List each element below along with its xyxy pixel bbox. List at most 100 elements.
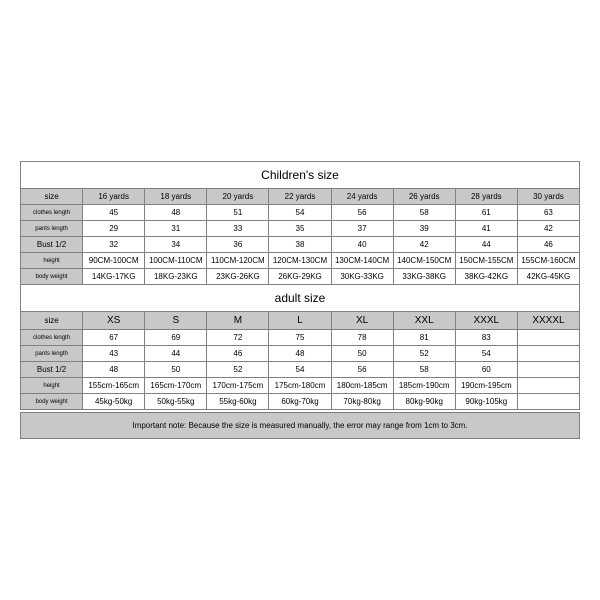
row-label: body weight [21,394,83,410]
row-label: height [21,253,83,269]
row-label: height [21,378,83,394]
table-row: height 90CM-100CM 100CM-110CM 110CM-120C… [21,253,580,269]
table-row: pants length 29 31 33 35 37 39 41 42 [21,221,580,237]
cell: 50 [145,362,207,378]
cell: 31 [145,221,207,237]
cell: 48 [83,362,145,378]
cell: 80kg-90kg [393,394,455,410]
cell: 155CM-160CM [517,253,579,269]
cell: 48 [269,346,331,362]
note-table: Important note: Because the size is meas… [20,412,580,439]
cell: 46 [207,346,269,362]
cell: 33 [207,221,269,237]
cell: 50 [331,346,393,362]
cell: 110CM-120CM [207,253,269,269]
cell: 23KG-26KG [207,269,269,285]
table-row: body weight 45kg-50kg 50kg-55kg 55kg-60k… [21,394,580,410]
cell: 45kg-50kg [83,394,145,410]
table-row: body weight 14KG-17KG 18KG-23KG 23KG-26K… [21,269,580,285]
col-size: size [21,189,83,205]
cell: 14KG-17KG [83,269,145,285]
col-20: 20 yards [207,189,269,205]
cell: 37 [331,221,393,237]
row-label: clothes length [21,205,83,221]
cell: 32 [83,237,145,253]
cell: 44 [145,346,207,362]
cell: 45 [83,205,145,221]
cell: 60kg-70kg [269,394,331,410]
cell: 51 [207,205,269,221]
cell: 33KG-38KG [393,269,455,285]
cell: 44 [455,237,517,253]
cell: 54 [269,205,331,221]
cell [517,346,579,362]
table-row: Bust 1/2 48 50 52 54 56 58 60 [21,362,580,378]
cell: 70kg-80kg [331,394,393,410]
cell: 81 [393,330,455,346]
cell: 90kg-105kg [455,394,517,410]
cell: 61 [455,205,517,221]
col-s: S [145,312,207,330]
cell: 40 [331,237,393,253]
cell: 63 [517,205,579,221]
col-18: 18 yards [145,189,207,205]
cell: 42 [393,237,455,253]
cell: 58 [393,205,455,221]
cell: 38KG-42KG [455,269,517,285]
cell: 100CM-110CM [145,253,207,269]
cell [517,378,579,394]
row-label: Bust 1/2 [21,237,83,253]
cell: 30KG-33KG [331,269,393,285]
col-xxxl: XXXL [455,312,517,330]
cell: 170cm-175cm [207,378,269,394]
col-m: M [207,312,269,330]
cell: 48 [145,205,207,221]
cell: 69 [145,330,207,346]
col-24: 24 yards [331,189,393,205]
cell: 130CM-140CM [331,253,393,269]
note-row: Important note: Because the size is meas… [21,413,580,439]
important-note: Important note: Because the size is meas… [21,413,580,439]
table-row: clothes length 67 69 72 75 78 81 83 [21,330,580,346]
col-l: L [269,312,331,330]
cell: 54 [269,362,331,378]
col-xs: XS [83,312,145,330]
cell: 165cm-170cm [145,378,207,394]
col-30: 30 yards [517,189,579,205]
table-row: pants length 43 44 46 48 50 52 54 [21,346,580,362]
table-row: height 155cm-165cm 165cm-170cm 170cm-175… [21,378,580,394]
col-xxl: XXL [393,312,455,330]
cell: 75 [269,330,331,346]
row-label: pants length [21,221,83,237]
adult-title-row: adult size [21,285,580,312]
cell: 52 [393,346,455,362]
row-label: clothes length [21,330,83,346]
cell: 140CM-150CM [393,253,455,269]
adult-title: adult size [21,285,580,312]
children-size-table: Children's size size 16 yards 18 yards 2… [20,161,580,410]
cell: 55kg-60kg [207,394,269,410]
cell: 42KG-45KG [517,269,579,285]
cell [517,394,579,410]
cell: 78 [331,330,393,346]
table-row: clothes length 45 48 51 54 56 58 61 63 [21,205,580,221]
cell: 26KG-29KG [269,269,331,285]
cell: 34 [145,237,207,253]
cell: 58 [393,362,455,378]
cell: 36 [207,237,269,253]
cell: 50kg-55kg [145,394,207,410]
cell: 155cm-165cm [83,378,145,394]
cell: 72 [207,330,269,346]
cell: 35 [269,221,331,237]
col-xxxxl: XXXXL [517,312,579,330]
col-size: size [21,312,83,330]
cell [517,362,579,378]
cell: 39 [393,221,455,237]
children-header-row: size 16 yards 18 yards 20 yards 22 yards… [21,189,580,205]
cell: 56 [331,362,393,378]
cell: 52 [207,362,269,378]
cell: 18KG-23KG [145,269,207,285]
cell: 38 [269,237,331,253]
col-26: 26 yards [393,189,455,205]
cell: 41 [455,221,517,237]
